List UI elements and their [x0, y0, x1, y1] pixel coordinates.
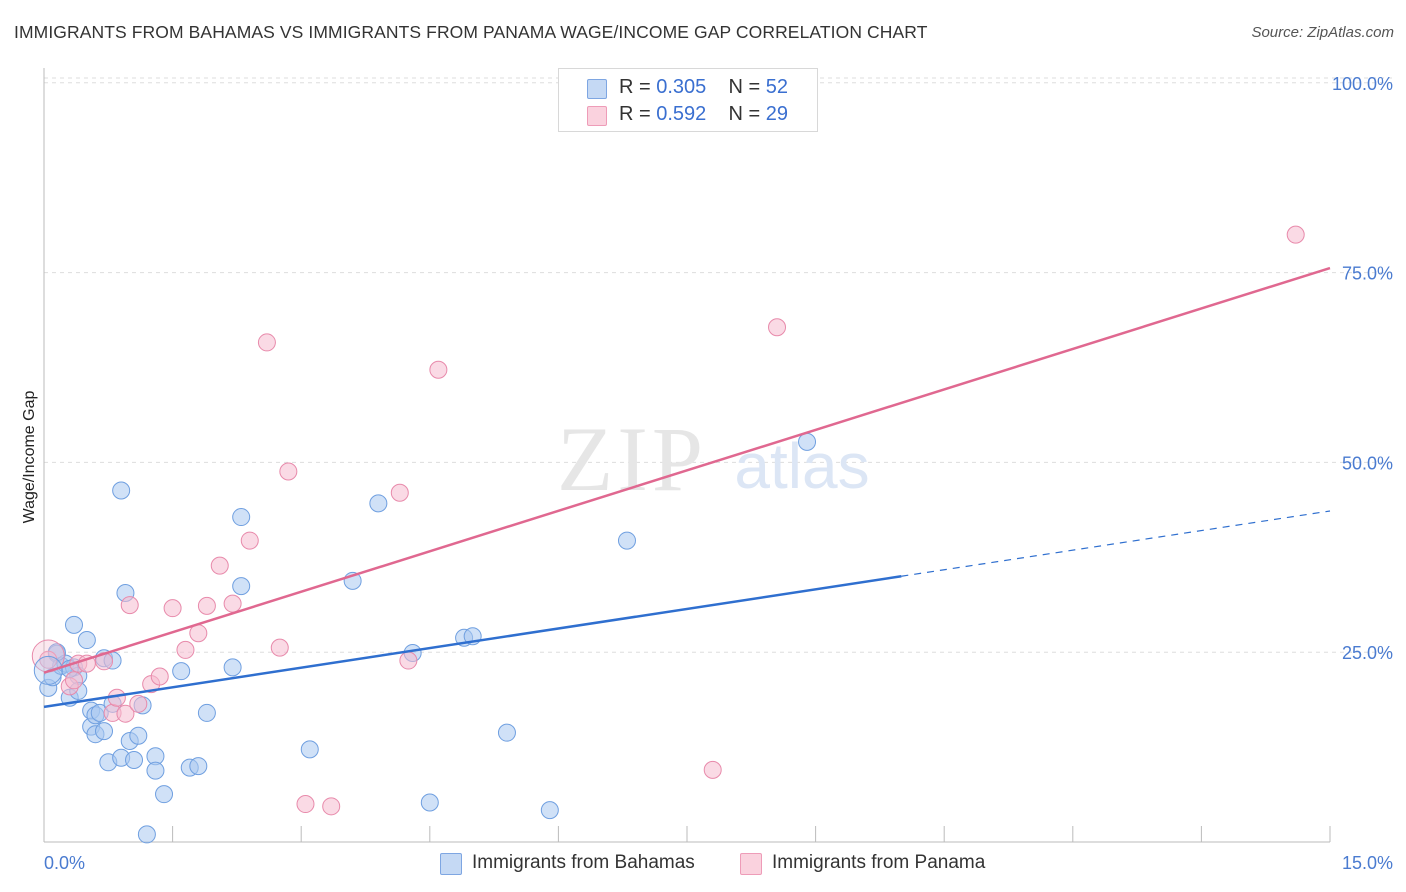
point-panama-26 — [399, 651, 418, 670]
point-bahamas-16 — [95, 722, 114, 741]
legend-n-label: N = — [728, 76, 761, 98]
legend-r-label: R = — [619, 103, 651, 125]
point-panama-12 — [150, 667, 169, 686]
point-bahamas-48 — [617, 531, 636, 550]
point-bahamas-34 — [189, 757, 208, 776]
point-panama-21 — [270, 638, 289, 657]
point-bahamas-25 — [125, 751, 144, 770]
point-bahamas-10 — [77, 631, 96, 650]
point-panama-14 — [176, 640, 195, 659]
y-tick-label-100: 100.0% — [1332, 74, 1393, 94]
point-panama-9 — [120, 596, 139, 615]
trend-lines — [43, 266, 1331, 709]
point-bahamas-37 — [232, 577, 251, 596]
point-bahamas-49 — [798, 432, 817, 451]
data-points — [31, 225, 1305, 844]
chart-source: Source: ZipAtlas.com — [1251, 24, 1394, 41]
y-tick-label-25: 25.0% — [1342, 643, 1393, 663]
legend-n-value-panama: 29 — [765, 103, 789, 125]
legend-r-label: R = — [619, 76, 651, 98]
point-bahamas-26 — [129, 726, 148, 745]
trend-line-bahamas — [43, 575, 902, 709]
point-panama-29 — [768, 318, 787, 337]
legend-swatch-panama — [587, 106, 607, 126]
point-bahamas-39 — [300, 740, 319, 759]
point-bahamas-47 — [540, 801, 559, 820]
point-bahamas-43 — [420, 793, 439, 812]
point-bahamas-30 — [146, 761, 165, 780]
chart-title: IMMIGRANTS FROM BAHAMAS VS IMMIGRANTS FR… — [14, 22, 928, 42]
bottom-legend-label-bahamas: Immigrants from Bahamas — [472, 852, 695, 873]
legend-n-label: N = — [728, 103, 761, 125]
point-panama-2 — [65, 671, 84, 690]
bottom-legend-label-panama: Immigrants from Panama — [772, 852, 986, 873]
point-bahamas-31 — [155, 785, 174, 804]
point-panama-22 — [279, 462, 298, 481]
legend: R = 0.305 N = 52 R = 0.592 N = 29 — [558, 68, 818, 132]
point-panama-23 — [296, 795, 315, 814]
legend-r-value-panama: 0.592 — [656, 103, 707, 125]
bottom-legend-swatch-panama — [740, 853, 762, 875]
point-panama-27 — [429, 360, 448, 379]
legend-n-value-bahamas: 52 — [765, 76, 789, 98]
point-panama-17 — [210, 556, 229, 575]
point-bahamas-36 — [223, 658, 242, 677]
point-bahamas-38 — [232, 508, 251, 527]
point-panama-16 — [197, 596, 216, 615]
point-panama-24 — [322, 797, 341, 816]
y-tick-label-75: 75.0% — [1342, 264, 1393, 284]
bottom-legend-swatch-bahamas — [440, 853, 462, 875]
point-bahamas-46 — [497, 723, 516, 742]
tick-labels: 25.0% 50.0% 75.0% 100.0% 0.0% 15.0% — [44, 74, 1393, 873]
point-panama-20 — [257, 333, 276, 352]
legend-r-value-bahamas: 0.305 — [656, 76, 707, 98]
point-bahamas-41 — [369, 494, 388, 513]
x-tick-label-min: 0.0% — [44, 853, 85, 873]
point-bahamas-32 — [172, 662, 191, 681]
watermark-zip: ZIP — [557, 408, 707, 510]
point-panama-13 — [163, 599, 182, 618]
y-tick-label-50: 50.0% — [1342, 453, 1393, 473]
legend-swatch-bahamas — [587, 79, 607, 99]
point-bahamas-35 — [197, 703, 216, 722]
point-panama-19 — [240, 531, 259, 550]
trend-line-panama — [43, 266, 1331, 674]
point-bahamas-6 — [65, 615, 84, 634]
point-bahamas-28 — [137, 825, 156, 844]
point-bahamas-22 — [112, 481, 131, 500]
point-panama-25 — [390, 483, 409, 502]
point-panama-28 — [703, 760, 722, 779]
trend-line-bahamas-extrapolated — [901, 510, 1331, 577]
point-panama-18 — [223, 594, 242, 613]
x-tick-label-max: 15.0% — [1342, 853, 1393, 873]
watermark: ZIP atlas — [557, 408, 870, 510]
point-panama-8 — [116, 704, 135, 723]
grid-lines — [44, 77, 1392, 653]
point-panama-10 — [129, 694, 148, 713]
axes — [43, 68, 1331, 843]
point-panama-30 — [1286, 225, 1305, 244]
